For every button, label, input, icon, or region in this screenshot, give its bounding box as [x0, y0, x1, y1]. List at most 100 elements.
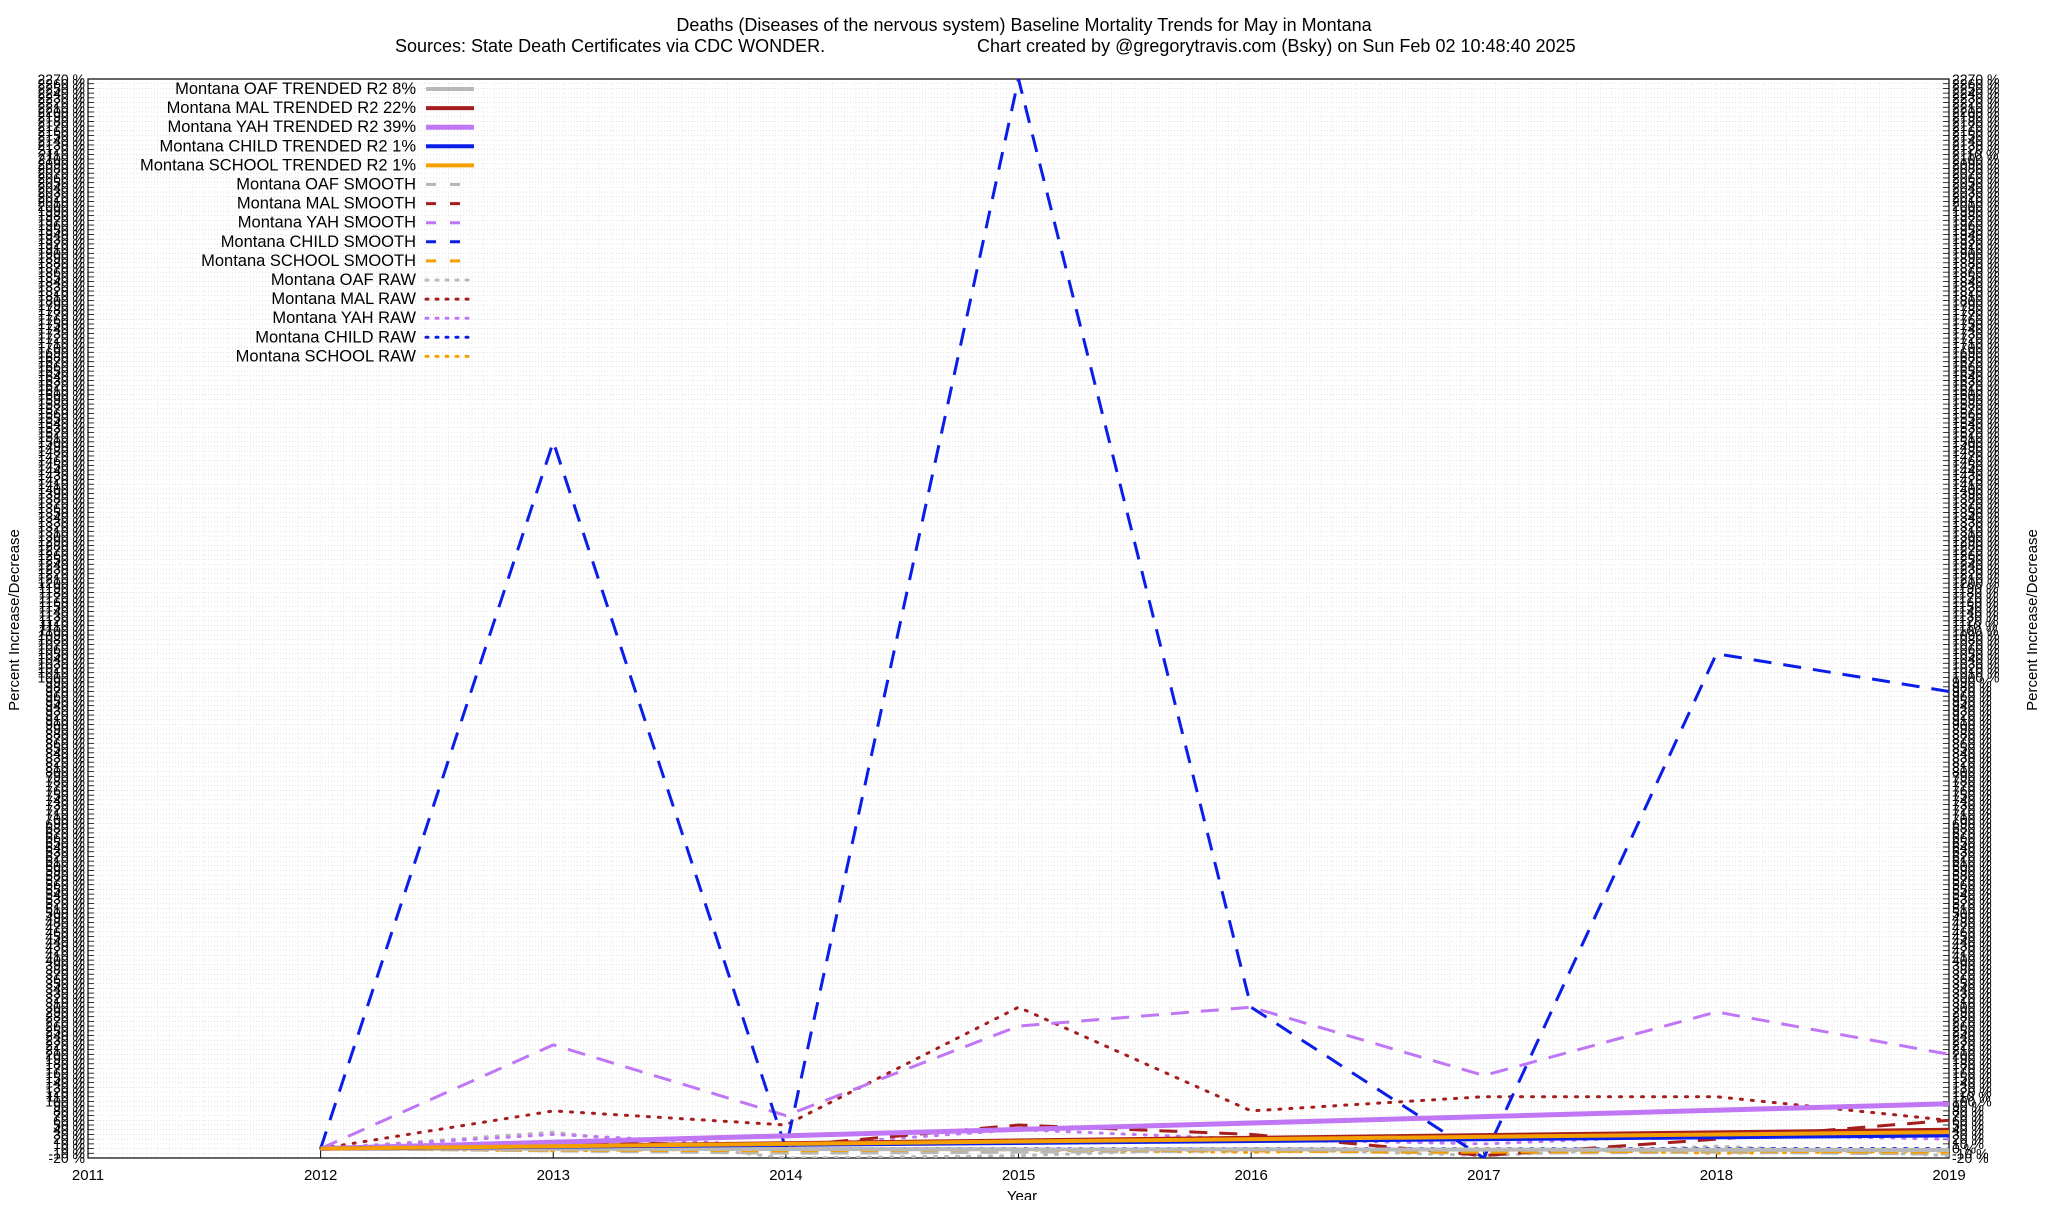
- y-tick-label-left: 1170 %: [39, 589, 85, 605]
- y-tick-label-left: 230 %: [45, 1032, 85, 1048]
- y-tick-label-left: 1780 %: [38, 302, 85, 318]
- y-tick-label-right: -20 %: [1952, 1150, 1989, 1166]
- y-tick-label-right: 1190 %: [1952, 580, 1998, 596]
- y-tick-label-left: -20 %: [48, 1150, 85, 1166]
- y-tick-label-right: 590 %: [1952, 863, 1992, 879]
- series-line-montana-oaf-trended-r2: [320, 1146, 1949, 1152]
- x-tick-label: 2011: [72, 1167, 104, 1184]
- y-tick-label-right: 930 %: [1952, 702, 1992, 718]
- y-tick-label-left: 220 %: [45, 1037, 85, 1053]
- y-tick-label-right: 280 %: [1952, 1009, 1992, 1025]
- y-axis-right: -20 %-10 %0 %10 %20 %30 %40 %50 %60 %70 …: [1943, 71, 1999, 1166]
- legend-label: Montana OAF SMOOTH: [236, 176, 416, 194]
- y-tick-label-left: 430 %: [45, 938, 85, 954]
- y-tick-label-left: 1860 %: [38, 264, 85, 280]
- y-tick-label-right: 2110 %: [1952, 146, 1998, 162]
- y-tick-label-left: 40 %: [53, 1122, 85, 1138]
- y-tick-label-right: 1520 %: [1952, 424, 1999, 440]
- y-tick-label-left: 2210 %: [38, 99, 85, 115]
- y-tick-label-right: 350 %: [1952, 976, 1992, 992]
- legend-item-montana-child-trended-r2: Montana CHILD TRENDED R2 1%: [160, 137, 474, 155]
- legend-label: Montana MAL SMOOTH: [237, 195, 416, 213]
- y-tick-label-right: 650 %: [1952, 834, 1992, 850]
- legend-item-montana-oaf-raw: Montana OAF RAW: [271, 271, 476, 289]
- y-tick-label-left: 1520 %: [38, 424, 85, 440]
- y-tick-label-right: 1410 %: [1952, 476, 1999, 492]
- y-tick-label-left: 410 %: [45, 947, 85, 963]
- y-tick-label-right: 360 %: [1952, 971, 1992, 987]
- y-tick-label-left: 1800 %: [38, 292, 85, 308]
- y-tick-label-left: 150 %: [45, 1070, 85, 1086]
- y-tick-label-left: 2120 %: [38, 142, 85, 158]
- y-tick-label-right: 1210 %: [1952, 570, 1999, 586]
- y-tick-label-right: 1770 %: [1952, 307, 1999, 323]
- y-tick-label-left: 1510 %: [38, 429, 85, 445]
- y-tick-label-left: 80 %: [53, 1103, 85, 1119]
- y-tick-label-left: 2230 %: [38, 90, 85, 106]
- y-tick-label-left: 2060 %: [38, 170, 85, 186]
- y-tick-label-right: 640 %: [1952, 839, 1992, 855]
- y-tick-label-right: 1450 %: [1952, 457, 1999, 473]
- y-tick-label-right: 2120 %: [1952, 142, 1999, 158]
- y-tick-label-left: 940 %: [45, 698, 85, 714]
- y-tick-label-left: 2270 %: [38, 71, 85, 87]
- chart-subtitle-credit: Chart created by @gregorytravis.com (Bsk…: [977, 36, 1576, 56]
- y-tick-label-right: 670 %: [1952, 825, 1992, 841]
- legend-label: Montana CHILD SMOOTH: [221, 233, 416, 251]
- y-tick-label-right: 380 %: [1952, 962, 1992, 978]
- y-tick-label-left: 1540 %: [38, 415, 85, 431]
- y-tick-label-right: 1170 %: [1952, 589, 1998, 605]
- y-tick-label-right: 1840 %: [1952, 274, 1999, 290]
- chart-subtitle-sources: Sources: State Death Certificates via CD…: [395, 36, 825, 56]
- y-tick-label-right: 1380 %: [1952, 490, 1999, 506]
- y-tick-label-left: 1180 %: [39, 585, 85, 601]
- y-tick-label-right: 2250 %: [1952, 80, 1999, 96]
- legend-item-montana-yah-raw: Montana YAH RAW: [272, 309, 476, 327]
- legend-item-montana-mal-trended-r2: Montana MAL TRENDED R2 22%: [167, 99, 474, 117]
- y-tick-label-left: 1080 %: [38, 632, 85, 648]
- y-tick-label-left: 1260 %: [38, 547, 85, 563]
- y-tick-label-left: 1380 %: [38, 490, 85, 506]
- y-tick-label-right: 50 %: [1952, 1117, 1984, 1133]
- y-tick-label-left: 370 %: [45, 966, 85, 982]
- y-tick-label-left: 1060 %: [38, 641, 85, 657]
- x-tick-label: 2019: [1932, 1167, 1965, 1184]
- y-tick-label-right: 1890 %: [1952, 250, 1999, 266]
- y-tick-label-right: 1700 %: [1952, 340, 1999, 356]
- y-tick-label-left: 1370 %: [38, 495, 85, 511]
- y-tick-label-left: 830 %: [45, 749, 85, 765]
- y-tick-label-right: 1430 %: [1952, 467, 1999, 483]
- y-tick-label-left: 50 %: [53, 1117, 85, 1133]
- x-tick-label: 2013: [537, 1167, 570, 1184]
- y-tick-label-left: 1480 %: [38, 443, 85, 459]
- y-tick-label-right: 980 %: [1952, 679, 1992, 695]
- y-tick-label-right: 150 %: [1952, 1070, 1992, 1086]
- legend-item-montana-school-trended-r2: Montana SCHOOL TRENDED R2 1%: [140, 156, 474, 174]
- y-tick-label-left: 710 %: [45, 806, 85, 822]
- y-tick-label-right: 900 %: [1952, 717, 1992, 733]
- y-tick-label-right: 1830 %: [1952, 278, 1999, 294]
- y-tick-label-right: 300 %: [1952, 999, 1992, 1015]
- y-tick-label-left: 1460 %: [38, 453, 85, 469]
- y-tick-label-left: 870 %: [45, 731, 85, 747]
- y-tick-label-left: 670 %: [45, 825, 85, 841]
- y-tick-label-left: 610 %: [45, 853, 85, 869]
- y-tick-label-left: 2250 %: [38, 80, 85, 96]
- y-tick-label-left: 180 %: [45, 1056, 85, 1072]
- y-tick-label-left: 1450 %: [38, 457, 85, 473]
- y-tick-label-left: 1470 %: [38, 448, 85, 464]
- y-tick-label-left: 0 %: [61, 1141, 85, 1157]
- y-tick-label-right: 2220 %: [1952, 95, 1999, 111]
- y-tick-label-right: 160 %: [1952, 1065, 1992, 1081]
- y-tick-label-left: 450 %: [45, 929, 85, 945]
- y-tick-label-left: 2020 %: [38, 189, 85, 205]
- y-tick-label-left: 2160 %: [38, 123, 85, 139]
- y-tick-label-left: 590 %: [45, 863, 85, 879]
- y-tick-label-right: 330 %: [1952, 985, 1992, 1001]
- y-tick-label-right: 960 %: [1952, 688, 1992, 704]
- y-tick-label-right: 1470 %: [1952, 448, 1999, 464]
- y-tick-label-right: 740 %: [1952, 792, 1992, 808]
- y-tick-label-left: 1530 %: [38, 420, 85, 436]
- y-tick-label-left: 1910 %: [38, 241, 85, 257]
